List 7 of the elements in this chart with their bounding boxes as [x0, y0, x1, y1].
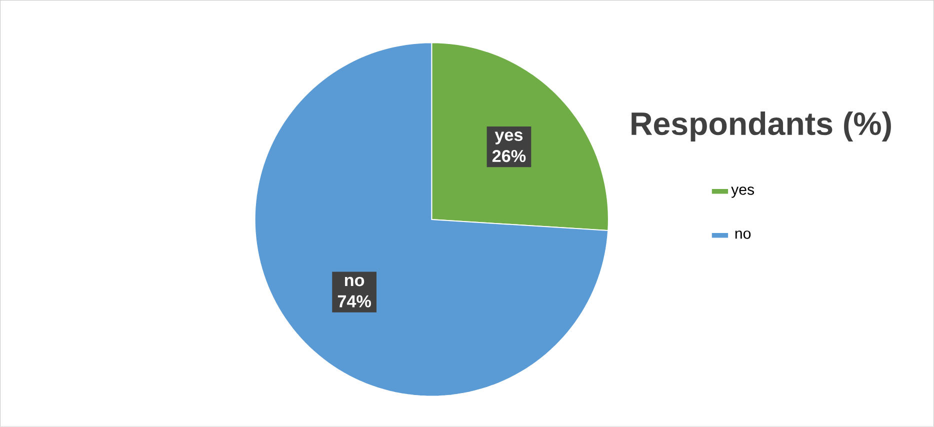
legend-label: no — [735, 230, 751, 239]
slice-label: no — [344, 276, 364, 286]
text: Respondants (%) — [632, 112, 891, 142]
slice-label: yes — [494, 132, 523, 144]
data-label: 74% — [338, 295, 371, 308]
data-label: 26% — [492, 150, 526, 162]
legend-label: yes — [731, 186, 754, 198]
